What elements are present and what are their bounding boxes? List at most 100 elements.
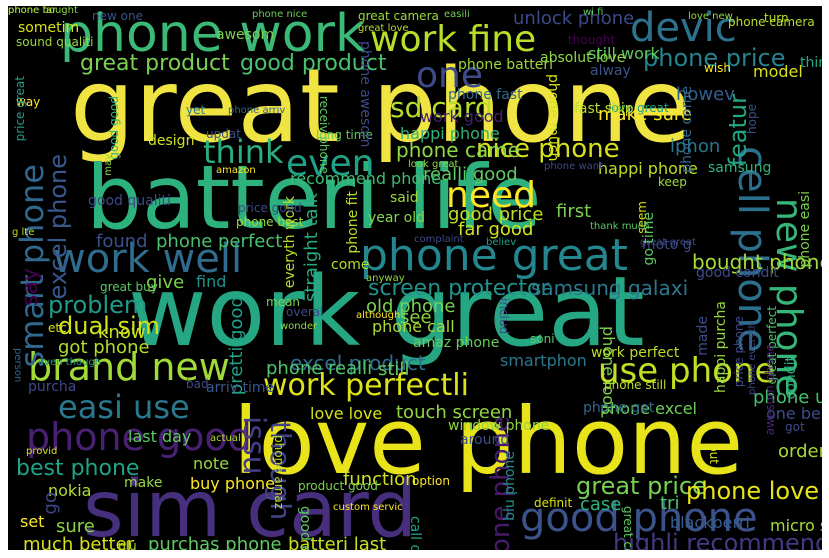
cloud-word: great condit — [621, 506, 635, 550]
cloud-word: phone fast — [448, 87, 523, 103]
cloud-word: condit — [783, 356, 799, 400]
cloud-word: work perfect — [591, 345, 680, 361]
cloud-word: phone excel — [600, 399, 697, 418]
cloud-word: iphon — [670, 136, 721, 157]
cloud-word: happi phone — [598, 159, 698, 178]
cloud-word: thought — [568, 33, 616, 47]
cloud-word: last day — [128, 427, 192, 446]
cloud-word: phone look — [599, 326, 618, 415]
cloud-word: phone batteri — [458, 57, 553, 73]
cloud-word: problem — [48, 291, 148, 319]
cloud-word: work well — [53, 236, 243, 282]
cloud-word: happi phone — [400, 124, 500, 143]
cloud-word: love phone — [233, 388, 744, 495]
cloud-word: good phone — [520, 495, 758, 541]
cloud-word: phone best — [236, 215, 304, 229]
cloud-word: bad — [186, 377, 209, 391]
cloud-word: got phone — [58, 337, 150, 358]
cloud-word: devic — [630, 6, 737, 51]
cloud-word: thank much — [590, 221, 650, 232]
cloud-word: make — [124, 475, 163, 491]
cloud-word: wi fi — [583, 7, 604, 18]
cloud-word: go time — [641, 212, 657, 266]
cloud-word: yet — [186, 103, 206, 117]
cloud-word: phone bought — [8, 6, 78, 16]
cloud-word: function — [343, 469, 417, 490]
cloud-word: work perfectli — [263, 368, 469, 403]
cloud-word: year old — [368, 210, 426, 226]
cloud-word: sound qualiti — [16, 35, 94, 49]
cloud-word: receiv phone — [317, 96, 331, 174]
cloud-word: think — [203, 133, 284, 171]
cloud-word: actual — [210, 433, 241, 444]
cloud-word: model — [753, 62, 803, 81]
cloud-word: need — [446, 175, 536, 216]
cloud-word: even — [286, 143, 375, 184]
cloud-word: new one — [92, 9, 143, 23]
cloud-word: anyway — [366, 273, 405, 284]
cloud-word: product good — [298, 479, 378, 493]
cloud-word: dual sim — [58, 312, 160, 340]
cloud-word: great great — [640, 237, 697, 248]
cloud-word: etc — [48, 321, 67, 335]
cloud-word: provid — [26, 446, 58, 457]
cloud-word: wish — [704, 61, 732, 75]
cloud-word: sometim — [18, 20, 80, 36]
cloud-word: phone still — [604, 378, 667, 392]
cloud-word: amazon — [216, 165, 256, 176]
cloud-word: make sure — [598, 104, 693, 125]
cloud-word: phone love — [686, 477, 820, 505]
cloud-word: note — [193, 454, 230, 473]
cloud-word: phone come — [679, 86, 695, 173]
cloud-word: find — [196, 272, 227, 291]
cloud-word: nice phone — [476, 134, 620, 164]
cloud-word: use phone — [598, 351, 776, 391]
cloud-word: smartphon — [500, 351, 587, 370]
cloud-word: touch screen — [396, 402, 513, 423]
cloud-word: found — [96, 231, 148, 252]
cloud-word: around — [460, 432, 510, 448]
cloud-word: overal — [286, 305, 324, 319]
cloud-word: phone amaz — [272, 435, 286, 510]
cloud-word: great phone — [70, 47, 692, 166]
cloud-word: good good — [107, 96, 121, 160]
cloud-word: far good — [458, 219, 534, 240]
cloud-word: say — [18, 268, 43, 306]
cloud-word: g lte — [12, 227, 35, 238]
cloud-word: phone arriv — [228, 105, 286, 116]
cloud-word: blackberri — [670, 513, 750, 532]
cloud-word: phone far — [8, 6, 57, 16]
cloud-word: good price — [448, 204, 544, 225]
cloud-word: work good — [420, 107, 504, 126]
cloud-word: awesom phone — [763, 344, 777, 436]
cloud-word: absolut love — [540, 50, 626, 66]
cloud-word: definit — [534, 496, 573, 510]
cloud-word: straight talk — [301, 193, 322, 302]
cloud-word: bought phone — [692, 250, 822, 274]
cloud-word: great product — [80, 51, 230, 76]
cloud-word: call qualiti — [407, 516, 423, 550]
cloud-word: go — [40, 492, 61, 515]
cloud-word: even though — [38, 357, 102, 368]
cloud-word: howev — [676, 84, 735, 105]
cloud-word: soni — [530, 332, 555, 346]
cloud-word: look great — [408, 159, 459, 170]
cloud-word: love love — [310, 404, 383, 423]
cloud-word: phone camera — [728, 15, 815, 29]
cloud-word: phone call — [372, 317, 455, 336]
cloud-word: work fine — [370, 19, 537, 60]
cloud-word: phone good — [26, 415, 252, 459]
cloud-word: moto g — [642, 237, 692, 253]
cloud-word: much better — [23, 534, 135, 551]
cloud-word: price good — [238, 201, 302, 215]
cloud-word: price phone — [732, 316, 746, 388]
cloud-word: good condit — [696, 265, 779, 281]
cloud-word: best phone — [16, 456, 140, 481]
cloud-word: mean — [266, 295, 301, 309]
cloud-word: realli good — [423, 164, 518, 185]
cloud-word: nokia — [48, 481, 92, 500]
cloud-word: micro sd — [770, 516, 822, 535]
cloud-word: phone came — [396, 138, 520, 162]
cloud-word: batteri last — [288, 534, 387, 551]
cloud-word: plu — [118, 539, 137, 550]
